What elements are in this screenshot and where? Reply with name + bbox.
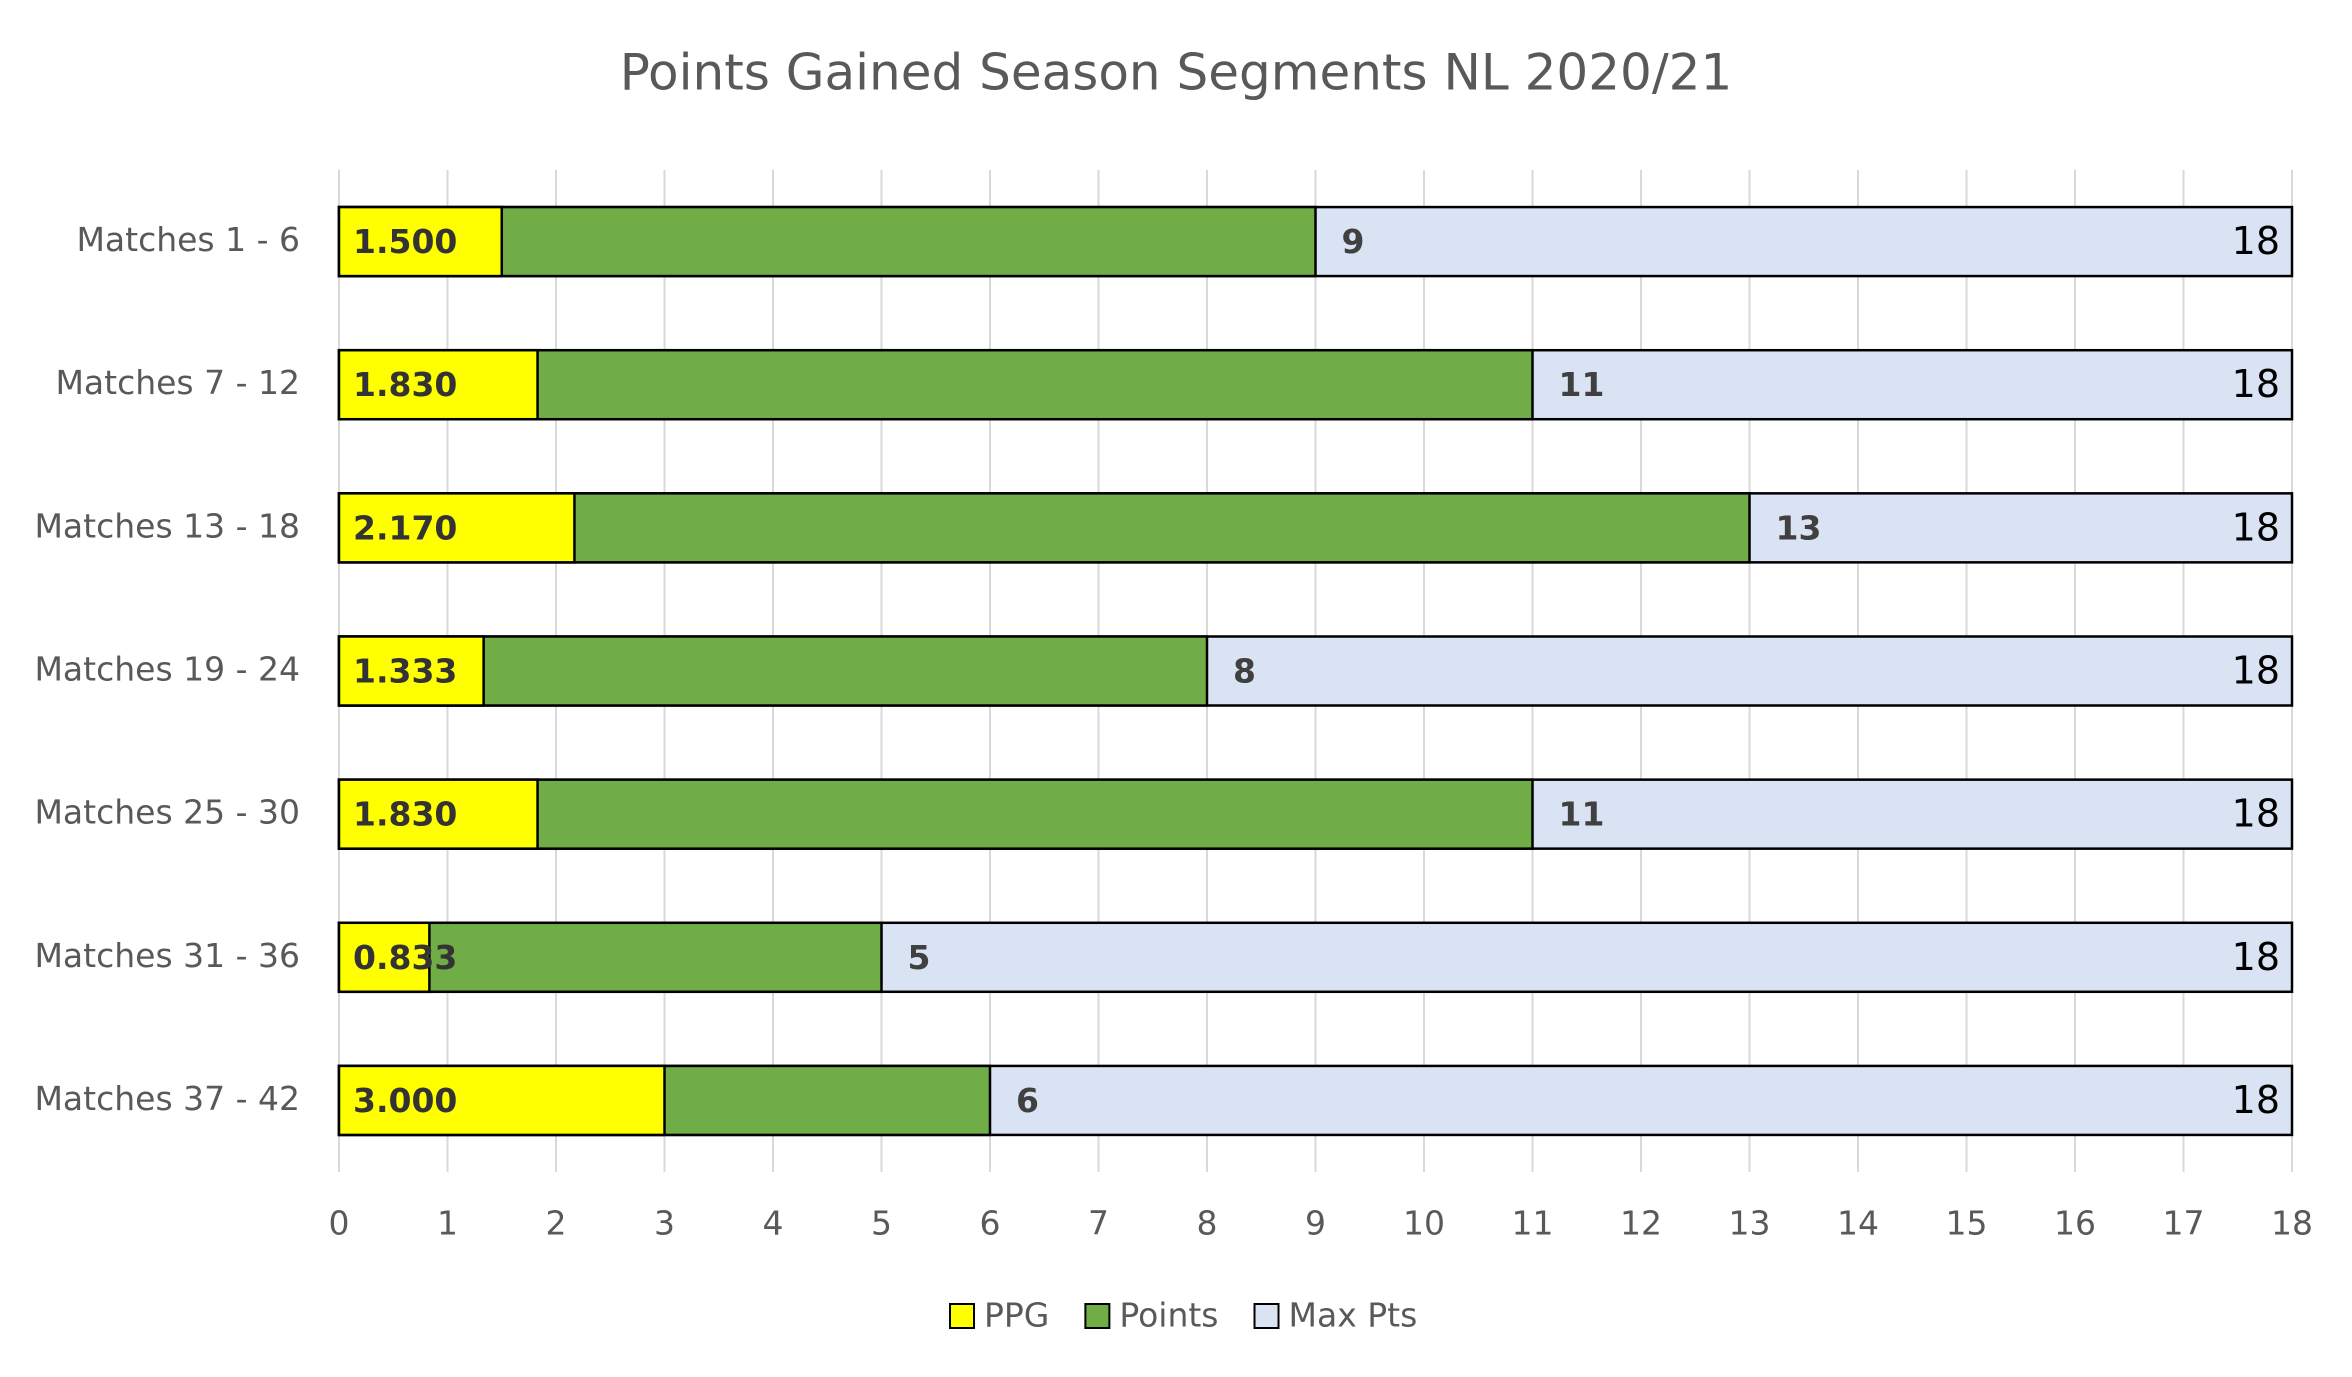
x-tick-label: 7 bbox=[1088, 1204, 1109, 1243]
bar bbox=[337, 492, 576, 564]
value-label: 13 bbox=[1776, 508, 1822, 547]
value-label: 18 bbox=[2232, 505, 2280, 549]
y-tick-label: Matches 7 - 12 bbox=[55, 363, 300, 402]
bar bbox=[337, 348, 539, 421]
value-label: 11 bbox=[1559, 795, 1605, 834]
x-tick-label: 10 bbox=[1403, 1204, 1445, 1243]
value-label: 8 bbox=[1233, 652, 1256, 691]
value-label: 3.000 bbox=[353, 1081, 457, 1120]
x-tick-label: 11 bbox=[1512, 1204, 1554, 1243]
value-label: 0.833 bbox=[353, 938, 457, 977]
x-tick-label: 1 bbox=[437, 1204, 458, 1243]
x-tick-label: 8 bbox=[1197, 1204, 1218, 1243]
value-label: 1.500 bbox=[353, 222, 457, 261]
x-tick-label: 9 bbox=[1305, 1204, 1326, 1243]
x-tick-label: 2 bbox=[546, 1204, 567, 1243]
bar bbox=[337, 921, 431, 994]
value-label: 9 bbox=[1342, 222, 1365, 261]
x-tick-label: 6 bbox=[980, 1204, 1001, 1243]
legend-swatch bbox=[1084, 1303, 1111, 1329]
legend-swatch bbox=[949, 1303, 975, 1329]
x-tick-label: 17 bbox=[2163, 1204, 2205, 1243]
x-tick-label: 13 bbox=[1729, 1204, 1771, 1243]
bar bbox=[337, 635, 485, 707]
value-label: 18 bbox=[2232, 1078, 2280, 1122]
x-tick-label: 0 bbox=[329, 1204, 350, 1243]
y-tick-label: Matches 1 - 6 bbox=[76, 220, 300, 259]
bar bbox=[337, 778, 539, 850]
legend-swatch bbox=[1253, 1303, 1280, 1329]
x-tick-label: 3 bbox=[654, 1204, 675, 1243]
x-tick-label: 18 bbox=[2271, 1204, 2313, 1243]
value-label: 18 bbox=[2232, 935, 2280, 979]
value-label: 18 bbox=[2232, 362, 2280, 406]
value-label: 5 bbox=[908, 938, 931, 977]
x-tick-label: 15 bbox=[1946, 1204, 1988, 1243]
value-label: 18 bbox=[2232, 649, 2280, 693]
x-tick-label: 12 bbox=[1620, 1204, 1662, 1243]
value-label: 2.170 bbox=[353, 508, 457, 547]
y-tick-label: Matches 25 - 30 bbox=[34, 793, 300, 832]
value-label: 1.333 bbox=[353, 652, 457, 691]
chart-title: Points Gained Season Segments NL 2020/21 bbox=[620, 44, 1733, 102]
value-label: 1.830 bbox=[353, 365, 457, 404]
bar bbox=[337, 1064, 666, 1137]
x-tick-label: 4 bbox=[763, 1204, 784, 1243]
x-tick-label: 16 bbox=[2054, 1204, 2096, 1243]
bar bbox=[337, 205, 503, 278]
x-tick-label: 14 bbox=[1837, 1204, 1879, 1243]
legend-label: PPG bbox=[984, 1296, 1049, 1335]
value-label: 18 bbox=[2232, 219, 2280, 263]
x-tick-label: 5 bbox=[871, 1204, 892, 1243]
value-label: 6 bbox=[1016, 1081, 1039, 1120]
value-label: 1.830 bbox=[353, 795, 457, 834]
y-tick-label: Matches 37 - 42 bbox=[34, 1079, 300, 1118]
value-label: 18 bbox=[2232, 792, 2280, 836]
y-tick-label: Matches 31 - 36 bbox=[34, 936, 300, 975]
value-label: 11 bbox=[1559, 365, 1605, 404]
y-tick-label: Matches 13 - 18 bbox=[34, 506, 300, 545]
y-tick-label: Matches 19 - 24 bbox=[34, 650, 300, 689]
legend-label: Points bbox=[1119, 1296, 1218, 1335]
legend-label: Max Pts bbox=[1289, 1296, 1418, 1335]
